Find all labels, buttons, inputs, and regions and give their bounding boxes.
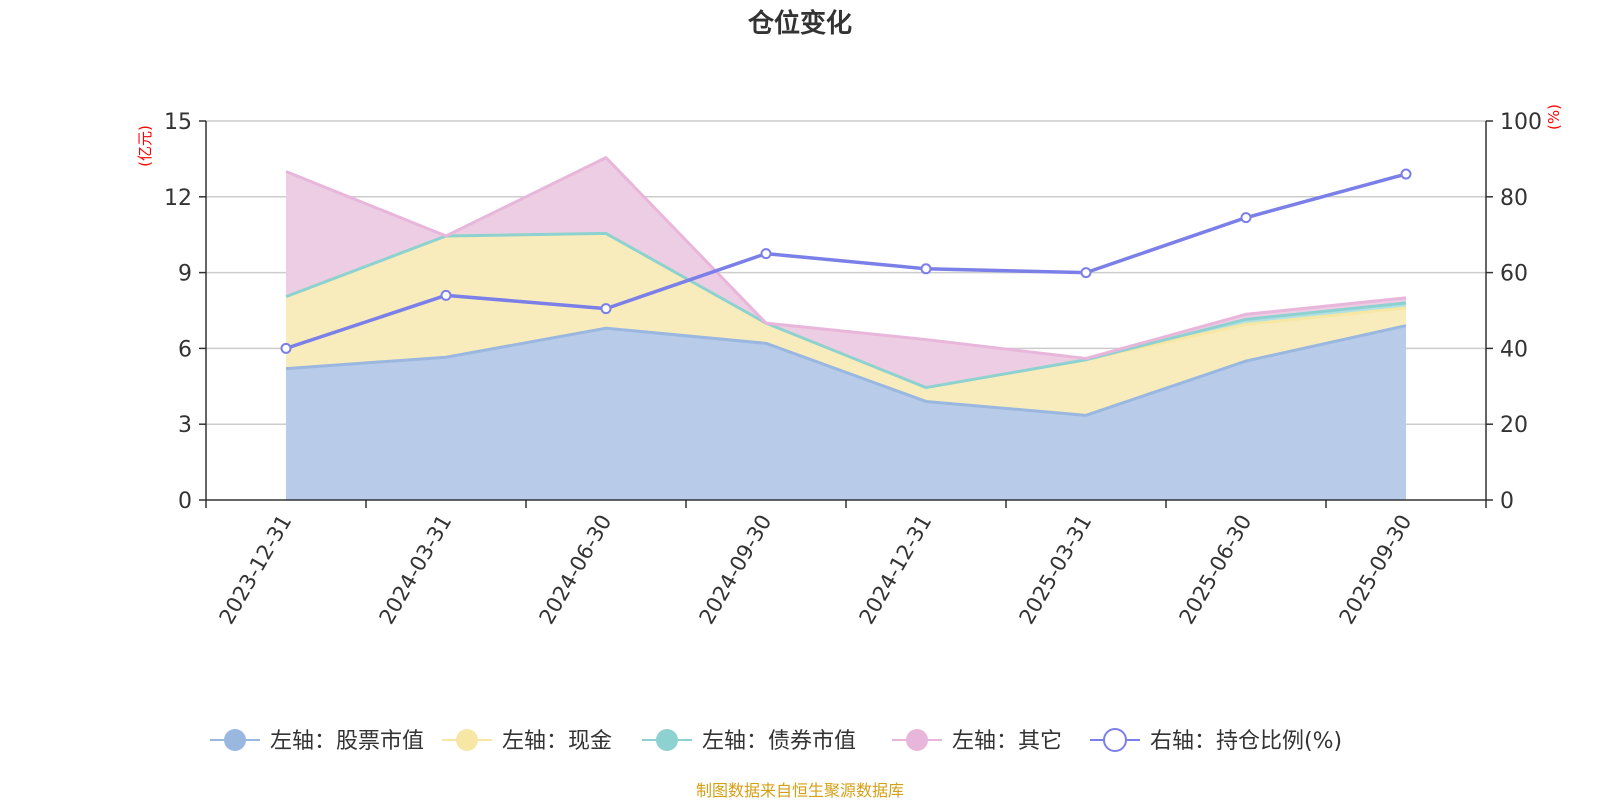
- chart-title: 仓位变化: [747, 8, 852, 39]
- holding-ratio-point: [762, 249, 771, 258]
- right-tick-label: 80: [1500, 186, 1528, 211]
- holding-ratio-point: [1402, 170, 1411, 179]
- legend-item: 右轴：持仓比例(%): [1090, 729, 1342, 754]
- right-tick-label: 100: [1500, 110, 1542, 135]
- left-tick-label: 9: [178, 262, 192, 287]
- legend-label: 右轴：持仓比例(%): [1150, 729, 1342, 754]
- source-note: 制图数据来自恒生聚源数据库: [696, 781, 904, 800]
- right-tick-label: 60: [1500, 262, 1528, 287]
- left-tick-label: 15: [164, 110, 192, 135]
- holding-ratio-point: [282, 344, 291, 353]
- legend-label: 左轴：其它: [952, 729, 1062, 754]
- legend-label: 左轴：债券市值: [702, 729, 856, 754]
- x-tick-label: 2025-06-30: [1175, 511, 1257, 629]
- right-axis-unit: (%): [1545, 104, 1563, 130]
- legend-item: 左轴：股票市值: [210, 729, 424, 754]
- legend-swatch-marker: [906, 729, 928, 751]
- holding-ratio-point: [1242, 213, 1251, 222]
- legend-swatch-marker: [656, 729, 678, 751]
- x-tick-label: 2025-03-31: [1015, 511, 1097, 629]
- holding-ratio-point: [602, 304, 611, 313]
- legend-swatch-marker: [224, 729, 246, 751]
- x-tick-label: 2024-12-31: [855, 511, 937, 629]
- right-tick-label: 0: [1500, 489, 1514, 514]
- left-tick-label: 6: [178, 337, 192, 362]
- x-tick-label: 2024-03-31: [375, 511, 457, 629]
- chart: 仓位变化 0 3 6 9 12 15 0 20 40 60 80 100 2023-12-31 2024-…: [0, 0, 1600, 800]
- holding-ratio-point: [922, 264, 931, 273]
- left-tick-label: 12: [164, 186, 192, 211]
- left-axis-unit: (亿元): [136, 125, 154, 167]
- holding-ratio-point: [1082, 268, 1091, 277]
- legend-label: 左轴：股票市值: [270, 729, 424, 754]
- legend-swatch-marker: [456, 729, 478, 751]
- x-tick-label: 2023-12-31: [215, 511, 297, 629]
- legend-item: 左轴：其它: [892, 729, 1062, 754]
- x-tick-label: 2024-09-30: [695, 511, 777, 629]
- x-tick-label: 2025-09-30: [1335, 511, 1417, 629]
- left-tick-label: 3: [178, 413, 192, 438]
- stacked-areas: [286, 158, 1406, 500]
- legend: 左轴：股票市值 左轴：现金 左轴：债券市值 左轴：其它 右轴：持仓比例(%): [210, 729, 1342, 754]
- right-tick-label: 40: [1500, 337, 1528, 362]
- legend-item: 左轴：债券市值: [642, 729, 856, 754]
- right-tick-label: 20: [1500, 413, 1528, 438]
- x-tick-label: 2024-06-30: [535, 511, 617, 629]
- left-tick-label: 0: [178, 489, 192, 514]
- holding-ratio-point: [442, 291, 451, 300]
- legend-swatch-marker: [1104, 729, 1126, 751]
- legend-item: 左轴：现金: [442, 729, 612, 754]
- legend-label: 左轴：现金: [502, 729, 612, 754]
